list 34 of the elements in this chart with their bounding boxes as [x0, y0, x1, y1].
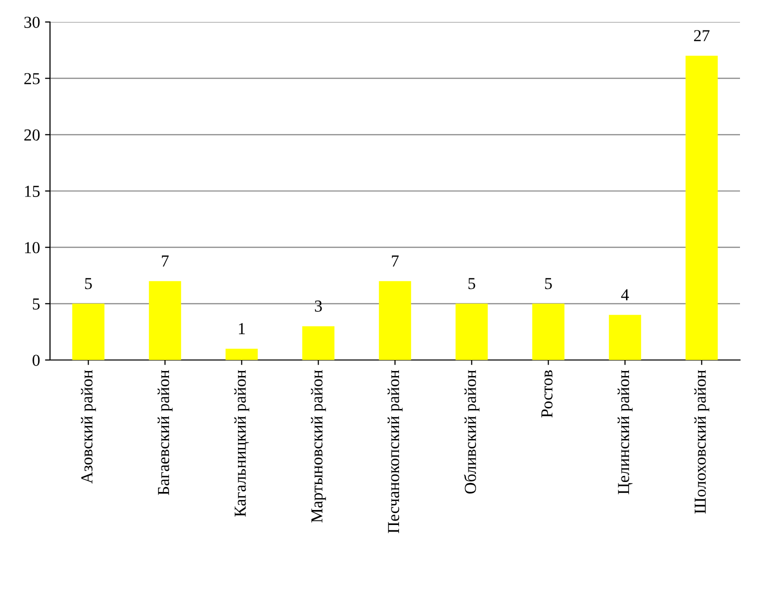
x-tick-label: Кагальницкий район — [234, 370, 250, 517]
data-label: 5 — [545, 278, 552, 290]
y-tick-label: 0 — [32, 354, 40, 366]
data-label: 3 — [314, 300, 322, 312]
y-tick-label: 5 — [32, 298, 40, 310]
bar — [72, 304, 104, 360]
data-label: 1 — [238, 323, 245, 334]
data-label: 27 — [694, 30, 710, 42]
bar — [456, 304, 488, 360]
data-label: 7 — [392, 256, 399, 266]
bar — [608, 314, 642, 360]
x-tick-label: Целинский район — [618, 370, 633, 494]
bar — [532, 304, 564, 360]
bar — [226, 348, 258, 360]
y-tick-label: 30 — [24, 16, 40, 28]
bar — [686, 56, 718, 360]
x-tick-label: Мартыновский район — [310, 370, 326, 522]
bar — [148, 281, 182, 360]
x-tick-label: Песчанокопский район — [388, 370, 403, 534]
bar — [378, 281, 412, 360]
data-label: 5 — [468, 278, 476, 290]
x-tick-label: Багаевский район — [158, 370, 173, 496]
x-tick-label: Азовский район — [80, 370, 96, 484]
y-tick-label: 15 — [25, 186, 40, 197]
data-label: 5 — [85, 278, 92, 290]
data-label: 4 — [621, 289, 629, 300]
y-tick-label: 25 — [24, 73, 40, 84]
y-tick-label: 10 — [25, 242, 40, 254]
data-label: 7 — [162, 256, 169, 266]
x-tick-label: Ростов — [541, 370, 553, 418]
bar — [302, 326, 334, 360]
y-tick-label: 20 — [24, 129, 40, 141]
x-tick-label: Обливский район — [464, 370, 480, 494]
x-tick-label: Шолоховский район — [694, 370, 710, 514]
